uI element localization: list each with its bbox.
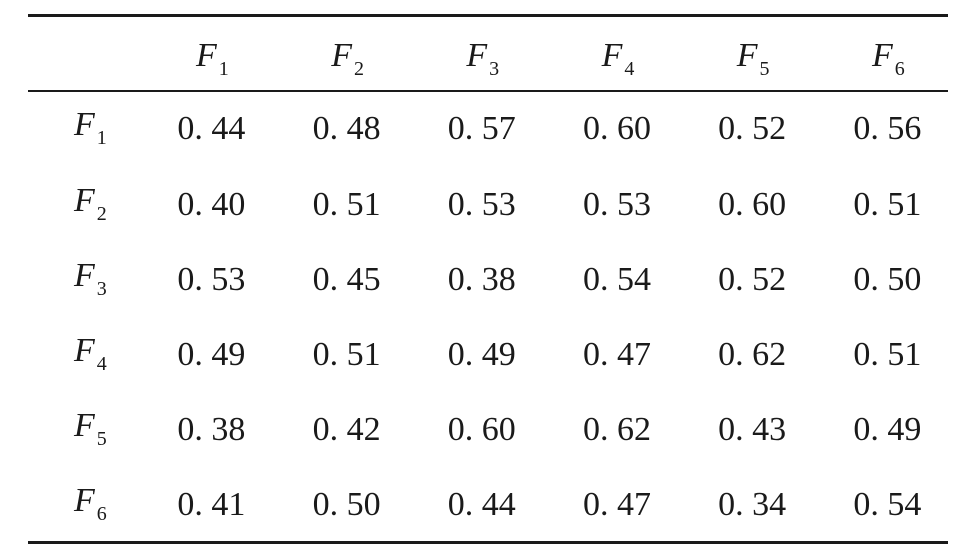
table-cell: 0. 60 <box>718 185 787 223</box>
table-cell: 0. 38 <box>177 410 246 448</box>
table-cell: 0. 54 <box>853 485 922 523</box>
row-subscript: 5 <box>96 427 107 450</box>
table-cell: 0. 60 <box>582 110 651 147</box>
table-cell: 0. 57 <box>447 110 516 147</box>
table-cell: 0. 51 <box>312 185 381 223</box>
bottom-rule <box>28 541 948 544</box>
row-symbol: F <box>74 331 95 369</box>
row-symbol: F <box>74 256 95 294</box>
table-cell: 0. 43 <box>718 410 787 448</box>
table-cell: 0. 47 <box>582 485 651 523</box>
top-rule <box>28 14 948 17</box>
corner-cell <box>28 17 137 91</box>
column-symbol: F <box>196 37 217 74</box>
column-symbol: F <box>871 37 893 74</box>
row-subscript: 6 <box>96 502 107 525</box>
table-cell: 0. 38 <box>447 260 516 298</box>
table-cell: 0. 53 <box>582 185 651 223</box>
table-cell: 0. 49 <box>853 410 922 448</box>
column-subscript: 4 <box>624 58 635 80</box>
table-cell: 0. 41 <box>177 485 246 523</box>
column-subscript: 1 <box>218 58 229 80</box>
table-cell: 0. 34 <box>718 485 787 523</box>
table-cell: 0. 60 <box>447 410 516 448</box>
row-subscript: 2 <box>96 202 107 225</box>
column-subscript: 3 <box>489 58 500 80</box>
table-cell: 0. 53 <box>177 260 246 298</box>
table-cell: 0. 49 <box>177 335 246 373</box>
row-subscript: 1 <box>96 127 107 149</box>
column-symbol: F <box>331 37 352 74</box>
table-cell: 0. 51 <box>853 185 922 223</box>
column-subscript: 5 <box>759 58 770 80</box>
table-cell: 0. 45 <box>312 260 381 298</box>
table-cell: 0. 49 <box>447 335 516 373</box>
table-cell: 0. 44 <box>447 485 516 523</box>
table-cell: 0. 62 <box>582 410 651 448</box>
column-subscript: 6 <box>894 58 905 80</box>
table-cell: 0. 42 <box>312 410 381 448</box>
column-symbol: F <box>736 37 758 74</box>
table-cell: 0. 54 <box>582 260 651 298</box>
table-cell: 0. 62 <box>718 335 787 373</box>
column-symbol: F <box>466 37 488 74</box>
table-cell: 0. 50 <box>312 485 381 523</box>
column-symbol: F <box>601 37 623 74</box>
table-cell: 0. 44 <box>177 110 246 147</box>
row-symbol: F <box>74 406 95 444</box>
table-cell: 0. 51 <box>853 335 922 373</box>
table-cell: 0. 50 <box>853 260 922 298</box>
row-symbol: F <box>74 481 95 519</box>
table-cell: 0. 52 <box>718 260 787 298</box>
table-cell: 0. 51 <box>312 335 381 373</box>
header-rule <box>28 90 948 92</box>
row-symbol: F <box>74 106 95 143</box>
table-cell: 0. 52 <box>718 110 787 147</box>
row-subscript: 4 <box>96 352 107 375</box>
table-cell: 0. 53 <box>447 185 516 223</box>
table-cell: 0. 40 <box>177 185 246 223</box>
row-subscript: 3 <box>96 277 107 300</box>
column-subscript: 2 <box>353 58 364 80</box>
row-symbol: F <box>74 181 95 219</box>
table-cell: 0. 48 <box>312 110 381 147</box>
table-cell: 0. 47 <box>582 335 651 373</box>
table-cell: 0. 56 <box>853 110 922 147</box>
